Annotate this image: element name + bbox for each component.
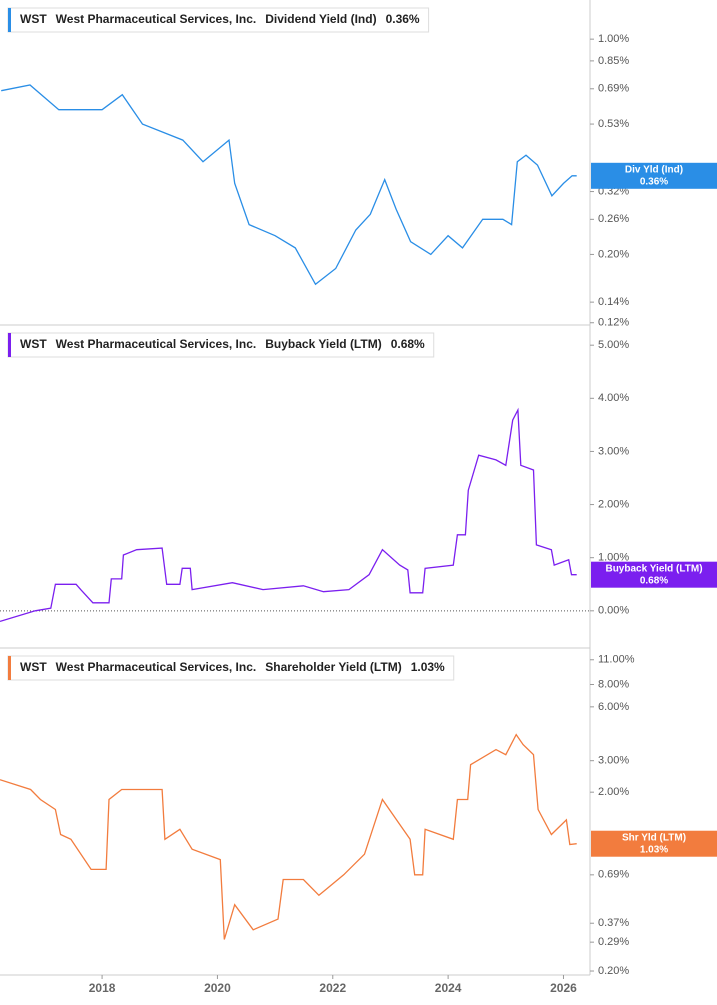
y-tick-label: 5.00% — [598, 339, 629, 351]
badge-label: Div Yld (Ind) — [625, 164, 683, 175]
legend-value: 0.36% — [386, 12, 420, 26]
legend-series: Dividend Yield (Ind) — [265, 12, 376, 26]
y-tick-label: 3.00% — [598, 755, 629, 767]
value-badge — [591, 561, 717, 588]
y-tick-label: 0.26% — [598, 213, 629, 225]
legend-box — [7, 655, 455, 681]
y-tick-label: 2.00% — [598, 786, 629, 798]
badge-label: Shr Yld (LTM) — [622, 832, 686, 843]
value-badge — [591, 162, 717, 189]
badge-label: Buyback Yield (LTM) — [605, 563, 702, 574]
y-tick-label: 0.85% — [598, 55, 629, 67]
y-tick-label: 0.53% — [598, 118, 629, 130]
y-tick-label: 8.00% — [598, 678, 629, 690]
x-tick-label: 2020 — [204, 981, 231, 995]
legend-company: West Pharmaceutical Services, Inc. — [56, 337, 257, 351]
legend-ticker: WST — [20, 660, 47, 674]
y-tick-label: 3.00% — [598, 445, 629, 457]
legend-company: West Pharmaceutical Services, Inc. — [56, 660, 257, 674]
y-tick-label: 11.00% — [598, 654, 635, 666]
legend-box — [7, 332, 435, 358]
x-tick-label: 2026 — [550, 981, 577, 995]
legend-swatch — [8, 656, 11, 680]
y-tick-label: 0.14% — [598, 296, 629, 308]
legend-box — [7, 7, 430, 33]
legend-series: Shareholder Yield (LTM) — [265, 660, 401, 674]
legend-value: 0.68% — [391, 337, 425, 351]
badge-value: 0.36% — [640, 176, 668, 187]
legend-company: West Pharmaceutical Services, Inc. — [56, 12, 257, 26]
value-badge — [591, 830, 717, 857]
legend-swatch — [8, 8, 11, 32]
y-tick-label: 0.29% — [598, 936, 629, 948]
legend-ticker: WST — [20, 12, 47, 26]
y-tick-label: 1.00% — [598, 33, 629, 45]
legend-swatch — [8, 333, 11, 357]
badge-value: 0.68% — [640, 575, 668, 586]
y-tick-label: 1.00% — [598, 552, 629, 564]
y-tick-label: 6.00% — [598, 701, 629, 713]
legend: WST West Pharmaceutical Services, Inc. Buy… — [7, 332, 435, 358]
y-tick-label: 0.20% — [598, 248, 629, 260]
y-tick-label: 0.69% — [598, 869, 629, 881]
series-line — [0, 407, 577, 623]
legend-series: Buyback Yield (LTM) — [265, 337, 381, 351]
y-tick-label: 0.69% — [598, 83, 629, 95]
y-tick-label: 2.00% — [598, 498, 629, 510]
series-line — [1, 84, 577, 286]
x-tick-label: 2018 — [89, 981, 116, 995]
legend: WST West Pharmaceutical Services, Inc. Sha… — [7, 655, 455, 681]
y-tick-label: 0.20% — [598, 965, 629, 977]
badge-value: 1.03% — [640, 844, 668, 855]
legend: WST West Pharmaceutical Services, Inc. Div… — [7, 7, 430, 33]
series-line — [0, 733, 577, 940]
y-tick-label: 4.00% — [598, 392, 629, 404]
x-tick-label: 2022 — [319, 981, 346, 995]
legend-value: 1.03% — [411, 660, 445, 674]
y-tick-label: 0.00% — [598, 605, 629, 617]
y-tick-label: 0.12% — [598, 317, 629, 329]
legend-ticker: WST — [20, 337, 47, 351]
y-tick-label: 0.37% — [598, 917, 629, 929]
x-tick-label: 2024 — [435, 981, 462, 995]
